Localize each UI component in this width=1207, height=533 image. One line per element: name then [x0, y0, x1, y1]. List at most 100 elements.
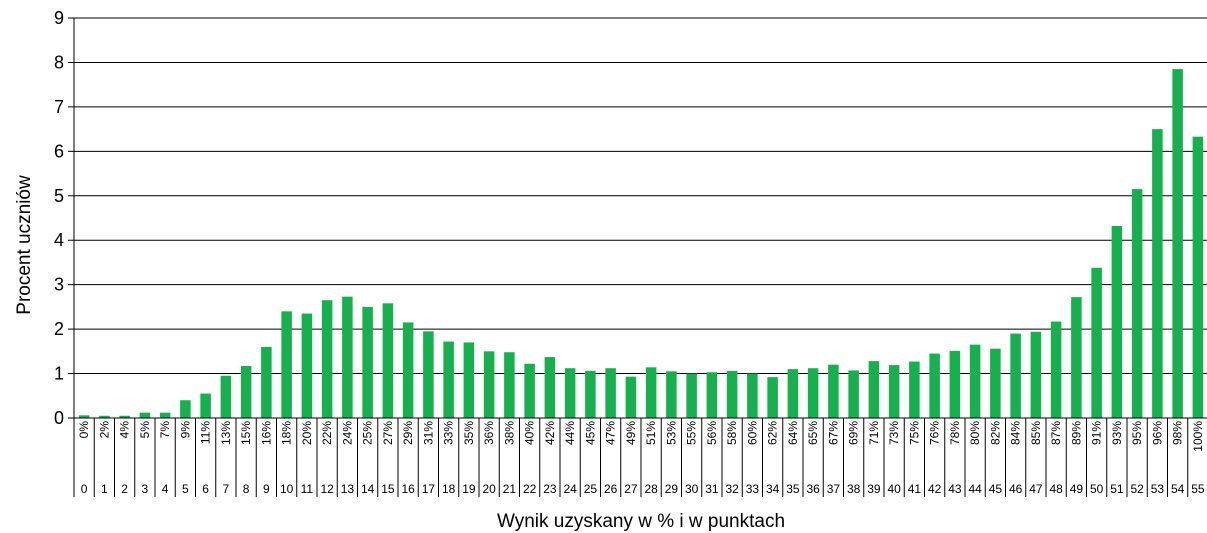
- x-points-label: 31: [705, 482, 719, 496]
- bar: [1050, 321, 1062, 418]
- x-points-label: 28: [644, 482, 658, 496]
- x-points-label: 5: [182, 482, 189, 496]
- bar: [220, 375, 232, 418]
- bar: [868, 361, 880, 418]
- x-points-label: 7: [223, 482, 230, 496]
- x-percent-label: 58%: [725, 421, 739, 445]
- x-percent-label: 16%: [259, 421, 273, 445]
- x-points-label: 8: [243, 482, 250, 496]
- bar: [1030, 331, 1042, 418]
- bar: [281, 311, 292, 418]
- bar: [585, 370, 596, 418]
- bar: [666, 371, 677, 418]
- x-percent-label: 91%: [1090, 421, 1104, 445]
- y-tick-label: 7: [54, 97, 64, 117]
- x-percent-label: 55%: [685, 421, 699, 445]
- bar: [969, 344, 981, 418]
- x-points-label: 38: [847, 482, 861, 496]
- y-tick-label: 2: [54, 319, 64, 339]
- bar: [1192, 136, 1204, 418]
- bar: [382, 303, 394, 418]
- x-points-label: 41: [908, 482, 922, 496]
- bar: [706, 372, 718, 418]
- y-tick-label: 9: [54, 8, 64, 28]
- bar: [524, 363, 535, 418]
- bar: [990, 348, 1001, 418]
- x-points-label: 45: [989, 482, 1003, 496]
- x-points-label: 51: [1110, 482, 1124, 496]
- x-percent-label: 53%: [664, 421, 678, 445]
- bar: [605, 368, 616, 418]
- bar: [645, 367, 657, 418]
- x-points-label: 20: [482, 482, 496, 496]
- bar: [483, 351, 495, 418]
- x-percent-label: 22%: [320, 421, 334, 445]
- x-percent-label: 38%: [502, 421, 516, 445]
- x-percent-label: 7%: [158, 421, 172, 439]
- x-points-label: 25: [584, 482, 598, 496]
- x-percent-label: 85%: [1029, 421, 1043, 445]
- x-percent-label: 35%: [462, 421, 476, 445]
- x-percent-label: 31%: [421, 421, 435, 445]
- x-percent-label: 11%: [199, 421, 213, 444]
- x-points-label: 2: [121, 482, 128, 496]
- bar: [402, 322, 414, 418]
- x-points-label: 37: [827, 482, 841, 496]
- x-points-label: 9: [263, 482, 270, 496]
- x-axis-title: Wynik uzyskany w % i w punktach: [497, 511, 785, 532]
- x-percent-label: 49%: [624, 421, 638, 445]
- x-points-label: 14: [361, 482, 375, 496]
- bar: [686, 373, 697, 418]
- x-points-label: 3: [142, 482, 149, 496]
- x-percent-label: 69%: [847, 421, 861, 445]
- bar: [99, 415, 110, 418]
- x-percent-label: 60%: [745, 421, 759, 445]
- y-tick-label: 0: [54, 408, 64, 428]
- bar: [78, 415, 90, 418]
- x-points-label: 13: [341, 482, 355, 496]
- x-points-label: 48: [1049, 482, 1063, 496]
- y-tick-label: 5: [54, 186, 64, 206]
- x-percent-label: 95%: [1130, 421, 1144, 445]
- x-points-label: 16: [401, 482, 415, 496]
- bar: [180, 400, 191, 418]
- x-points-label: 46: [1009, 482, 1023, 496]
- bar: [504, 352, 515, 418]
- x-percent-label: 27%: [381, 421, 395, 445]
- x-percent-label: 75%: [907, 421, 921, 445]
- x-percent-label: 98%: [1171, 421, 1185, 445]
- x-percent-label: 76%: [928, 421, 942, 445]
- x-points-label: 23: [543, 482, 557, 496]
- x-points-label: 12: [320, 482, 334, 496]
- bar: [828, 364, 839, 418]
- x-points-label: 47: [1029, 482, 1043, 496]
- y-axis-ticks: 0 1 2 3 4 5 6 7 8 9: [54, 8, 74, 428]
- x-percent-label: 24%: [340, 421, 354, 445]
- y-tick-label: 3: [54, 275, 64, 295]
- x-points-label: 22: [523, 482, 537, 496]
- x-percent-label: 4%: [118, 421, 132, 439]
- x-points-label: 24: [563, 482, 577, 496]
- bar: [848, 370, 859, 418]
- x-points-label: 32: [725, 482, 739, 496]
- bar: [747, 373, 758, 418]
- x-axis-table: 0% 2% 4% 5% 7% 9% 11% 13% 15% 16% 18% 20% 22% 24% 25% 2…: [73, 418, 1205, 497]
- x-percent-label: 100%: [1191, 421, 1205, 452]
- x-points-label: 0: [81, 482, 88, 496]
- x-points-label: 50: [1090, 482, 1104, 496]
- x-percent-label: 65%: [806, 421, 820, 445]
- gridlines: [74, 17, 1207, 375]
- bar: [240, 366, 252, 418]
- x-percent-label: 47%: [604, 421, 618, 445]
- x-percent-label: 25%: [361, 421, 375, 445]
- x-percent-label: 87%: [1049, 421, 1063, 445]
- x-percent-label: 5%: [138, 421, 152, 439]
- x-points-label: 11: [301, 482, 314, 496]
- x-points-label: 43: [948, 482, 962, 496]
- bar: [261, 346, 272, 418]
- bar: [949, 350, 961, 418]
- x-percent-label: 71%: [867, 421, 881, 445]
- x-points-label: 33: [746, 482, 760, 496]
- bar: [909, 361, 920, 418]
